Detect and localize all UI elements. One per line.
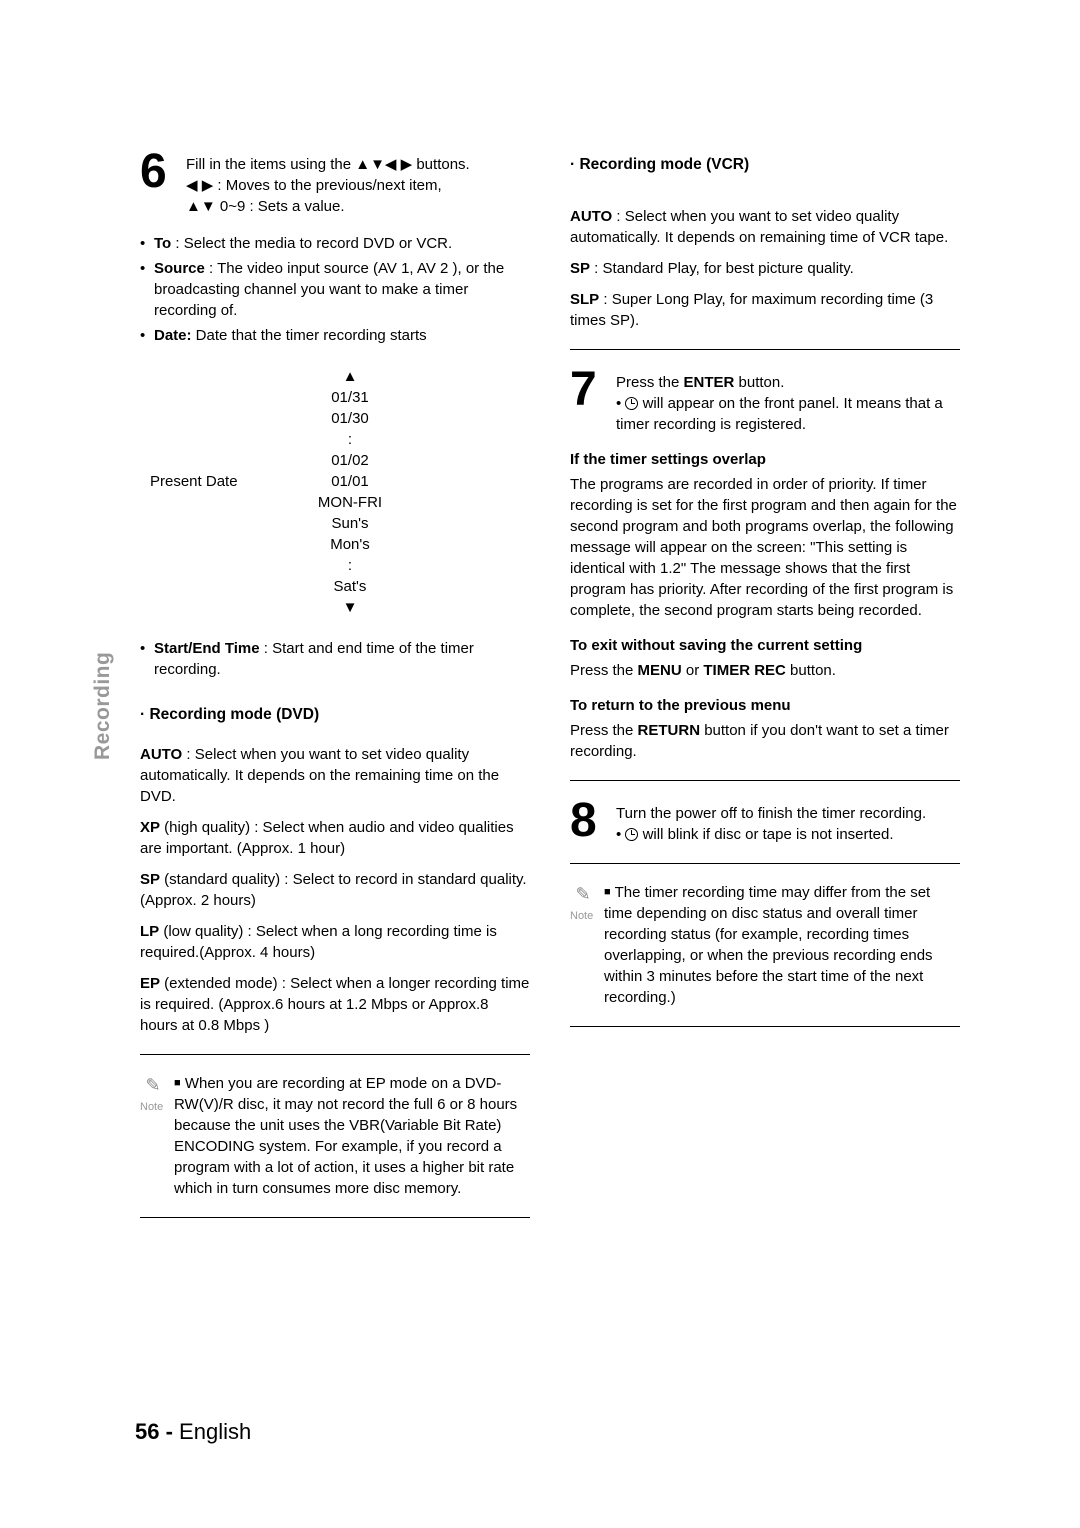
note-icon: ✎ bbox=[140, 1073, 166, 1098]
step6-line3: ▲▼ 0~9 : Sets a value. bbox=[186, 196, 470, 217]
mode-xp: XP (high quality) : Select when audio an… bbox=[140, 817, 530, 859]
note-right: ✎ Note ■ The timer recording time may di… bbox=[570, 882, 960, 1008]
step7-line1: Press the ENTER button. bbox=[616, 372, 960, 393]
step-7: 7 Press the ENTER button. • will appear … bbox=[570, 368, 960, 435]
vcr-modes: AUTO : Select when you want to set video… bbox=[570, 206, 960, 331]
return-text: Press the RETURN button if you don't wan… bbox=[570, 720, 960, 762]
note-icon: ✎ bbox=[570, 882, 596, 907]
step-7-text: Press the ENTER button. • will appear on… bbox=[616, 368, 960, 435]
clock-icon bbox=[625, 397, 638, 410]
mode-lp: LP (low quality) : Select when a long re… bbox=[140, 921, 530, 963]
step-number-7: 7 bbox=[570, 368, 606, 411]
page-number: 56 - English bbox=[135, 1417, 251, 1448]
clock-icon bbox=[625, 828, 638, 841]
divider bbox=[140, 1217, 530, 1218]
bullet-source: • Source : The video input source (AV 1,… bbox=[140, 258, 530, 321]
divider bbox=[570, 863, 960, 864]
bullet-date: • Date: Date that the timer recording st… bbox=[140, 325, 530, 346]
divider bbox=[140, 1054, 530, 1055]
note-left: ✎ Note ■ When you are recording at EP mo… bbox=[140, 1073, 530, 1199]
vcr-auto: AUTO : Select when you want to set video… bbox=[570, 206, 960, 248]
square-bullet-icon: ■ bbox=[174, 1076, 181, 1091]
overlap-head: If the timer settings overlap bbox=[570, 449, 960, 470]
step-6: 6 Fill in the items using the ▲▼◀ ▶ butt… bbox=[140, 150, 530, 217]
note-label: Note bbox=[140, 1100, 166, 1115]
vcr-slp: SLP : Super Long Play, for maximum recor… bbox=[570, 289, 960, 331]
step6-bullets: • To : Select the media to record DVD or… bbox=[140, 233, 530, 346]
right-column: · Recording mode (VCR) AUTO : Select whe… bbox=[570, 150, 960, 1236]
bullet-to: • To : Select the media to record DVD or… bbox=[140, 233, 530, 254]
note-body: ■ When you are recording at EP mode on a… bbox=[174, 1073, 530, 1199]
vcr-mode-head: · Recording mode (VCR) bbox=[570, 154, 960, 176]
exit-text: Press the MENU or TIMER REC button. bbox=[570, 660, 960, 681]
dvd-mode-head: · Recording mode (DVD) bbox=[140, 704, 530, 726]
note-icon-col: ✎ Note bbox=[570, 882, 596, 925]
step6-line1: Fill in the items using the ▲▼◀ ▶ button… bbox=[186, 154, 470, 175]
return-head: To return to the previous menu bbox=[570, 695, 960, 716]
bullet-startend: • Start/End Time : Start and end time of… bbox=[140, 638, 530, 680]
step-8: 8 Turn the power off to finish the timer… bbox=[570, 799, 960, 845]
divider bbox=[570, 349, 960, 350]
vcr-sp: SP : Standard Play, for best picture qua… bbox=[570, 258, 960, 279]
note-icon-col: ✎ Note bbox=[140, 1073, 166, 1116]
step-6-text: Fill in the items using the ▲▼◀ ▶ button… bbox=[186, 150, 470, 217]
date-list: ▲ 01/31 01/30 : 01/02 Present Date01/01 … bbox=[140, 366, 530, 618]
mode-auto: AUTO : Select when you want to set video… bbox=[140, 744, 530, 807]
step-number-8: 8 bbox=[570, 799, 606, 842]
dvd-modes: AUTO : Select when you want to set video… bbox=[140, 744, 530, 1036]
overlap-text: The programs are recorded in order of pr… bbox=[570, 474, 960, 621]
page-content: 6 Fill in the items using the ▲▼◀ ▶ butt… bbox=[0, 0, 1080, 1296]
step7-line2: • will appear on the front panel. It mea… bbox=[616, 393, 960, 435]
square-bullet-icon: ■ bbox=[604, 885, 611, 900]
step-8-text: Turn the power off to finish the timer r… bbox=[616, 799, 926, 845]
step-number-6: 6 bbox=[140, 150, 176, 193]
divider bbox=[570, 780, 960, 781]
left-column: 6 Fill in the items using the ▲▼◀ ▶ butt… bbox=[140, 150, 530, 1236]
step8-line1: Turn the power off to finish the timer r… bbox=[616, 803, 926, 824]
divider bbox=[570, 1026, 960, 1027]
mode-ep: EP (extended mode) : Select when a longe… bbox=[140, 973, 530, 1036]
mode-sp: SP (standard quality) : Select to record… bbox=[140, 869, 530, 911]
step8-line2: • will blink if disc or tape is not inse… bbox=[616, 824, 926, 845]
note-label: Note bbox=[570, 909, 596, 924]
exit-head: To exit without saving the current setti… bbox=[570, 635, 960, 656]
side-tab: Recording bbox=[88, 652, 117, 760]
step6-line2: ◀ ▶ : Moves to the previous/next item, bbox=[186, 175, 470, 196]
note-body: ■ The timer recording time may differ fr… bbox=[604, 882, 960, 1008]
